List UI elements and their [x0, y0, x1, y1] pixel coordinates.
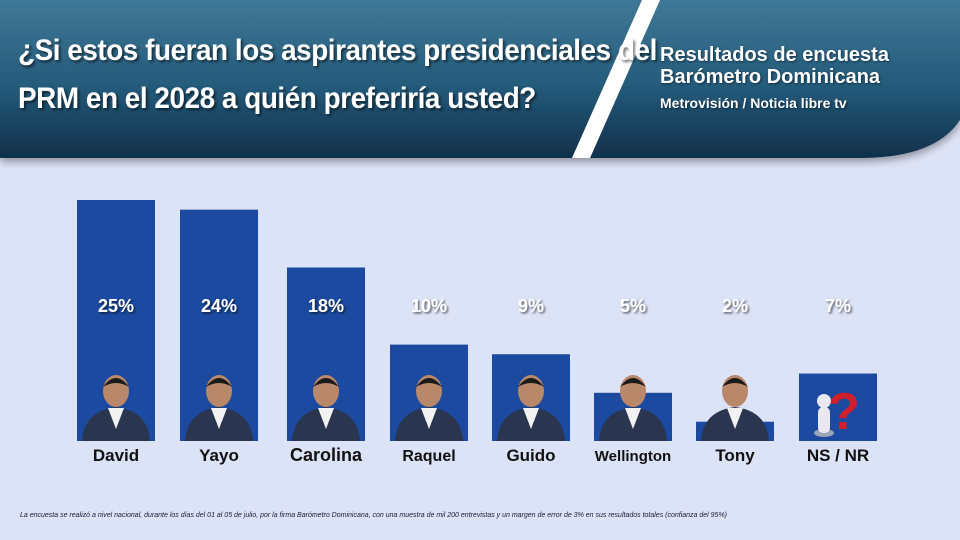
- category-label: Raquel: [402, 448, 455, 465]
- question-mark-icon: ?: [814, 383, 860, 441]
- value-label: 24%: [201, 296, 237, 316]
- value-label: 2%: [722, 296, 748, 316]
- footnote: La encuesta se realizó a nivel nacional,…: [20, 512, 728, 519]
- source-media: Metrovisión / Noticia libre tv: [660, 95, 847, 111]
- value-label: 18%: [308, 296, 344, 316]
- divider-slash: [572, 0, 660, 158]
- value-label: 25%: [98, 296, 134, 316]
- value-label: 7%: [825, 296, 851, 316]
- candidate-portrait: [395, 375, 463, 441]
- bar-chart: 25% David 24% Yayo 18% Carolina 10% Raquel 9% Gui…: [77, 200, 877, 465]
- chart-title-line-1: ¿Si estos fueran los aspirantes presiden…: [18, 34, 657, 67]
- candidate-portrait: [701, 375, 769, 441]
- category-label: Wellington: [595, 448, 671, 465]
- candidate-portrait: [497, 375, 565, 441]
- chart-title-line-2: PRM en el 2028 a quién preferiría usted?: [18, 82, 536, 115]
- bar-ns-nr: [799, 373, 877, 441]
- category-label: NS / NR: [807, 446, 869, 465]
- category-label: Guido: [506, 446, 555, 465]
- source-title: Resultados de encuesta: [660, 44, 889, 66]
- candidate-portrait: [292, 375, 360, 441]
- category-label: David: [93, 446, 139, 465]
- header-banner: [0, 0, 960, 158]
- candidate-portrait: [599, 375, 667, 441]
- category-label: Carolina: [290, 445, 363, 465]
- candidate-portrait: [185, 375, 253, 441]
- category-label: Yayo: [199, 446, 239, 465]
- value-label: 5%: [620, 296, 646, 316]
- svg-text:?: ?: [828, 383, 860, 441]
- candidate-portrait: [82, 375, 150, 441]
- value-label: 10%: [411, 296, 447, 316]
- source-firm: Barómetro Dominicana: [660, 66, 881, 88]
- category-label: Tony: [715, 446, 755, 465]
- value-label: 9%: [518, 296, 544, 316]
